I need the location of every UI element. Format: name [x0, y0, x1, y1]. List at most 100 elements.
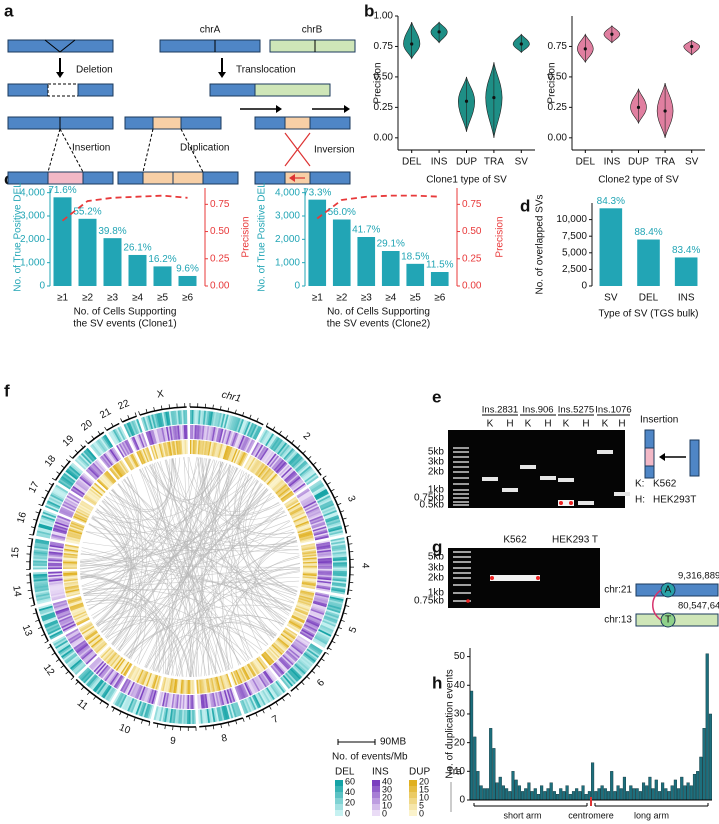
- track-bin: [71, 608, 86, 616]
- track-bin: [210, 442, 215, 457]
- bar: [543, 791, 547, 801]
- guide: [142, 128, 154, 173]
- track-bin: [272, 682, 283, 696]
- translocation-link: [200, 457, 211, 676]
- track-bin: [136, 669, 144, 683]
- track-bin: [261, 653, 272, 666]
- track-bin: [136, 451, 144, 465]
- translocation-link: [150, 464, 197, 677]
- y-tick-label: 2,000: [275, 234, 300, 245]
- track-bin: [280, 633, 293, 644]
- track-bin: [98, 438, 108, 451]
- track-bin: [172, 425, 176, 440]
- track-bin: [298, 490, 311, 500]
- track-bin: [85, 493, 99, 503]
- track-bin: [34, 542, 49, 547]
- chromosome-tick: [227, 407, 230, 412]
- chromosome-arc: [34, 608, 49, 642]
- track-bin: [302, 575, 317, 578]
- track-bin: [206, 441, 211, 456]
- track-bin: [63, 558, 78, 561]
- track-bin: [221, 445, 228, 459]
- track-bin: [257, 446, 267, 459]
- track-bin: [283, 653, 295, 665]
- chromosome-segment: [635, 583, 719, 597]
- track-bin: [294, 608, 308, 616]
- track-bin: [50, 536, 65, 542]
- y2-tick-label: 0.50: [462, 226, 482, 237]
- track-bin: [272, 480, 285, 492]
- track-bin: [51, 490, 66, 500]
- ladder-band: [453, 501, 469, 503]
- ladder-band: [453, 493, 469, 495]
- track-bin: [265, 649, 277, 662]
- track-bin: [81, 500, 94, 509]
- track-bin: [222, 445, 229, 460]
- chromosome-tick: [327, 647, 332, 651]
- track-bin: [169, 426, 173, 441]
- y-tick-label: 20: [454, 737, 466, 748]
- track-bin: [88, 634, 101, 645]
- track-bin: [293, 611, 307, 619]
- legend-tick: 20: [419, 776, 429, 786]
- track-bin: [65, 496, 79, 505]
- track-bin: [65, 591, 80, 596]
- track-bin: [99, 437, 110, 451]
- track-bin: [260, 448, 271, 462]
- track-bin: [281, 632, 294, 642]
- bar: [540, 785, 544, 801]
- track-bin: [267, 474, 279, 486]
- y-tick-label: 4,000: [275, 187, 300, 198]
- diagram-label: chrB: [302, 25, 323, 36]
- arrow-head: [344, 105, 350, 113]
- track-bin: [307, 617, 321, 625]
- track-bin: [137, 685, 145, 700]
- chromosome-tick: [126, 714, 129, 719]
- y-axis-label: No. of overlapped SVs: [535, 194, 546, 294]
- track-bin: [255, 692, 265, 707]
- track-bin: [291, 643, 304, 654]
- track-bin: [311, 521, 326, 528]
- track-bin: [327, 605, 342, 612]
- track-bin: [84, 495, 97, 505]
- track-bin: [301, 581, 316, 586]
- track-bin: [85, 469, 98, 481]
- track-bin: [263, 432, 273, 446]
- track-bin: [298, 492, 312, 502]
- track-bin: [92, 462, 104, 474]
- track-bin: [100, 647, 112, 659]
- track-bin: [161, 412, 167, 427]
- track-bin: [284, 497, 298, 507]
- track-bin: [214, 442, 219, 457]
- track-bin: [243, 665, 252, 680]
- track-bin: [240, 453, 249, 467]
- track-bin: [305, 649, 318, 660]
- saturated-spot: [466, 599, 470, 603]
- track-bin: [269, 684, 280, 698]
- track-bin: [151, 429, 158, 444]
- track-bin: [75, 481, 88, 492]
- track-bin: [301, 468, 314, 479]
- bar: [530, 791, 534, 801]
- panel-label: e: [432, 387, 441, 406]
- track-bin: [54, 521, 69, 528]
- track-bin: [158, 443, 164, 458]
- translocation-link: [152, 463, 292, 610]
- track-bin: [264, 451, 275, 464]
- track-bin: [81, 473, 94, 485]
- track-bin: [151, 414, 157, 429]
- bar: [533, 788, 537, 801]
- track-bin: [112, 656, 122, 669]
- track-bin: [201, 425, 205, 440]
- chromosome-tick: [322, 475, 327, 479]
- track-bin: [249, 458, 259, 472]
- track-bin: [207, 708, 212, 723]
- track-bin: [80, 501, 94, 510]
- bar-annotation: 88.4%: [634, 227, 662, 238]
- track-bin: [225, 414, 231, 429]
- track-bin: [94, 641, 107, 653]
- track-bin: [313, 599, 328, 605]
- track-bin: [332, 565, 347, 568]
- chromosome-arc: [54, 460, 71, 481]
- track-bin: [213, 427, 218, 442]
